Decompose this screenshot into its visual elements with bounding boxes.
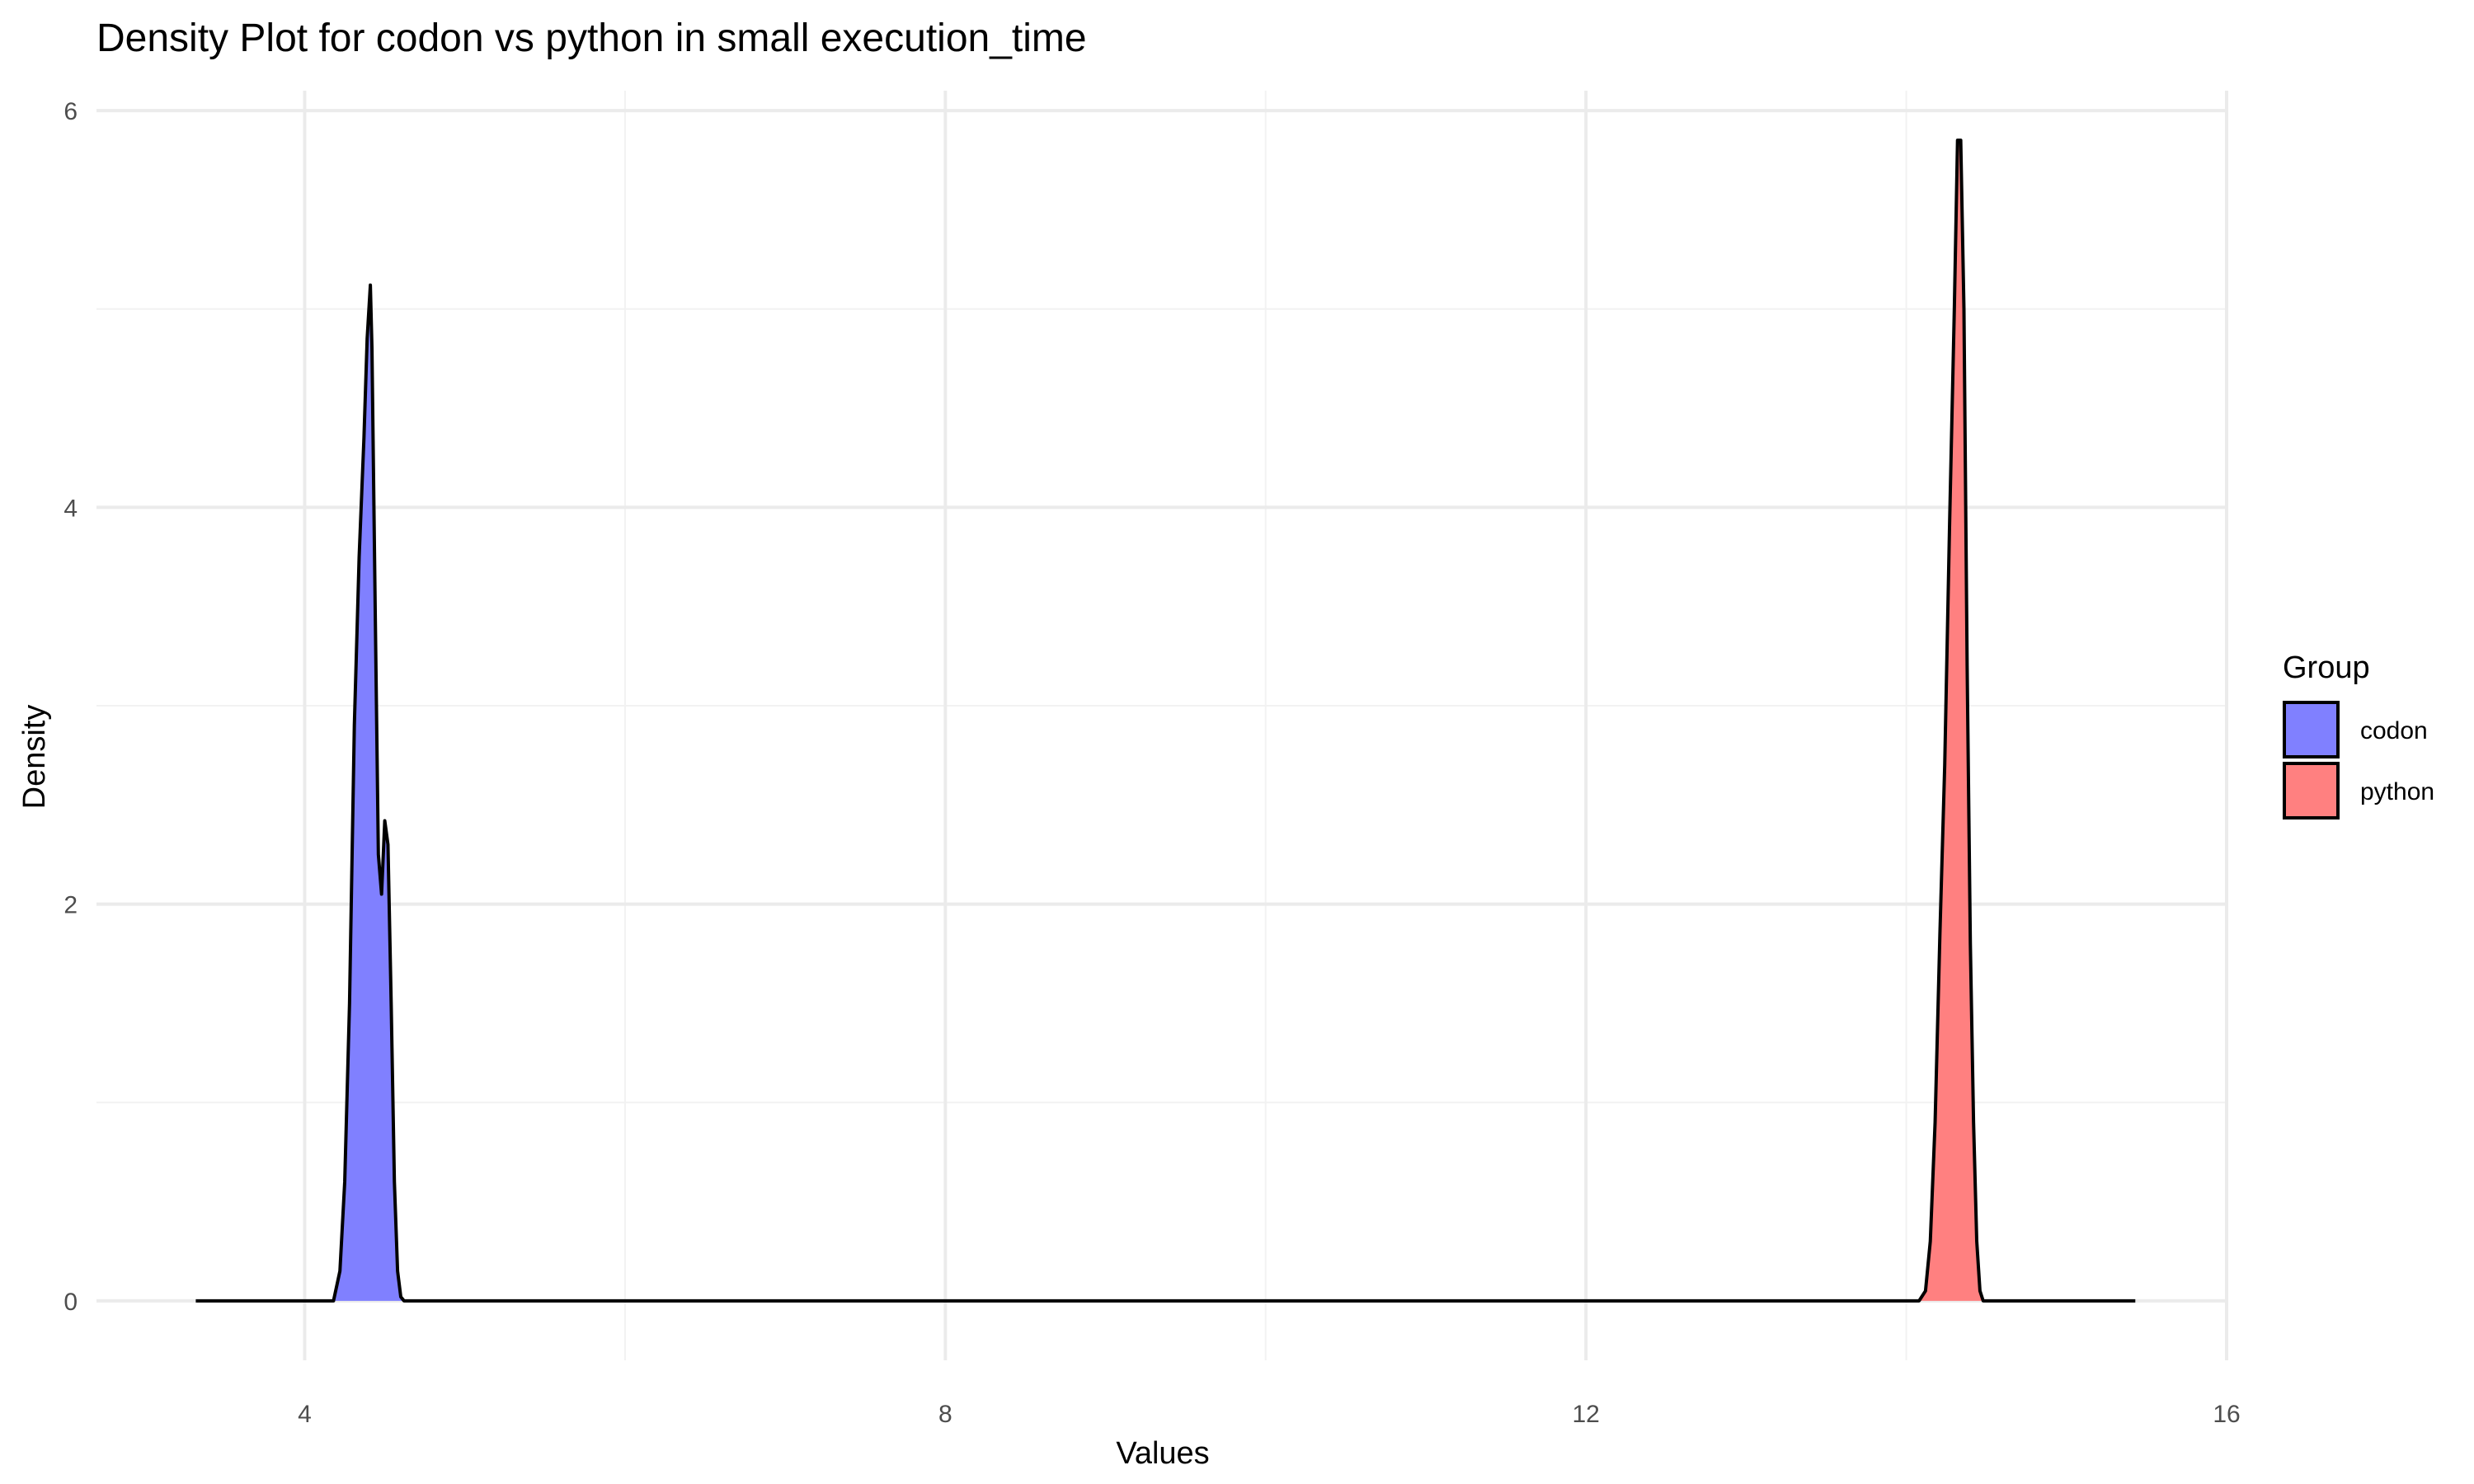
- legend-key-codon: [2283, 701, 2340, 758]
- y-tick-label: 4: [63, 495, 78, 522]
- y-tick-label: 0: [63, 1289, 78, 1316]
- x-tick-label: 4: [298, 1401, 312, 1428]
- legend-label-codon: codon: [2360, 717, 2428, 744]
- legend-label-python: python: [2360, 778, 2434, 805]
- y-tick-label: 6: [63, 98, 78, 125]
- density-series: [195, 139, 2136, 1303]
- x-axis-title: Values: [1116, 1436, 1209, 1471]
- legend-items: codon python: [2283, 701, 2434, 819]
- y-tick-label: 2: [63, 892, 78, 919]
- density-area-python: [1919, 140, 1997, 1301]
- x-axis-ticks: 4 8 12 16: [298, 1401, 2241, 1428]
- legend: Group codon python: [2283, 650, 2434, 819]
- density-outline: [195, 139, 2136, 1303]
- grid: [96, 91, 2228, 1360]
- y-axis-title: Density: [17, 705, 52, 810]
- y-axis-ticks: 0 2 4 6: [63, 98, 78, 1316]
- x-tick-label: 8: [938, 1401, 952, 1428]
- legend-title: Group: [2283, 650, 2370, 685]
- density-area-codon: [333, 284, 407, 1301]
- legend-key-python: [2283, 762, 2340, 819]
- chart-title: Density Plot for codon vs python in smal…: [96, 16, 1087, 60]
- x-tick-label: 12: [1572, 1401, 1599, 1428]
- x-tick-label: 16: [2213, 1401, 2240, 1428]
